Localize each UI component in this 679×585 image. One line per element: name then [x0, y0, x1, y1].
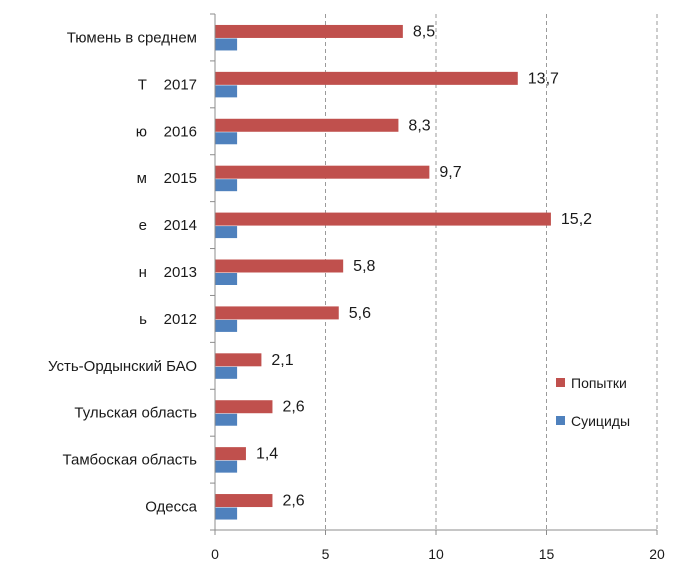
labels: 0 5 10 15 20 8,5 Тюмень в среднем 13,7 Т 2017 8,3…: [48, 23, 665, 562]
x-tick-label: 0: [211, 546, 219, 562]
bar-attempts: [215, 24, 403, 38]
x-tick-label: 20: [649, 546, 665, 562]
bar-suicides: [215, 413, 238, 426]
data-label: 1,4: [256, 446, 278, 463]
category-label: м 2015: [137, 170, 197, 187]
legend-swatch: [556, 416, 565, 425]
bar-suicides: [215, 319, 238, 332]
category-label: Тульская область: [74, 405, 197, 422]
bar-attempts: [215, 494, 273, 508]
bar-suicides: [215, 273, 238, 285]
category-label: н 2013: [139, 264, 197, 281]
x-tick-label: 15: [539, 546, 555, 562]
category-label: е 2014: [139, 217, 197, 234]
category-label: ю 2016: [136, 123, 197, 140]
bar-attempts: [215, 400, 273, 414]
data-label: 8,3: [408, 117, 430, 134]
legend: Попытки Суициды: [556, 375, 630, 429]
bar-attempts: [215, 165, 430, 179]
data-label: 13,7: [528, 70, 559, 87]
data-label: 8,5: [413, 23, 435, 40]
bar-suicides: [215, 366, 238, 379]
category-label: Тюмень в среднем: [67, 29, 197, 46]
bar-attempts: [215, 259, 344, 273]
bar-attempts: [215, 212, 551, 226]
data-label: 15,2: [561, 211, 592, 228]
bar-suicides: [215, 38, 238, 51]
data-label: 5,6: [349, 305, 371, 322]
bar-attempts: [215, 353, 262, 367]
bar-suicides: [215, 507, 238, 520]
bar-suicides: [215, 85, 238, 98]
x-tick-label: 5: [322, 546, 330, 562]
bar-attempts: [215, 71, 518, 85]
category-label: Усть-Ордынский БАО: [48, 358, 197, 375]
legend-label: Попытки: [571, 375, 627, 391]
data-label: 2,6: [282, 493, 304, 510]
category-label: ь 2012: [139, 311, 197, 328]
legend-label: Суициды: [571, 413, 630, 429]
category-label: Тамбоская область: [63, 452, 198, 469]
gridlines: [325, 14, 658, 530]
bar-suicides: [215, 226, 238, 239]
category-label: Т 2017: [138, 76, 197, 93]
bar-suicides: [215, 460, 238, 473]
legend-swatch: [556, 378, 565, 387]
data-label: 2,6: [282, 399, 304, 416]
bar-suicides: [215, 179, 238, 192]
x-tick-label: 10: [428, 546, 444, 562]
data-label: 5,8: [353, 258, 375, 275]
category-label: Одесса: [145, 499, 197, 516]
data-label: 2,1: [271, 352, 293, 369]
bar-suicides: [215, 132, 238, 145]
bar-attempts: [215, 118, 399, 132]
bar-attempts: [215, 447, 246, 461]
data-label: 9,7: [439, 164, 461, 181]
axes: [210, 13, 658, 535]
bar-attempts: [215, 306, 339, 320]
bars: [215, 24, 551, 520]
